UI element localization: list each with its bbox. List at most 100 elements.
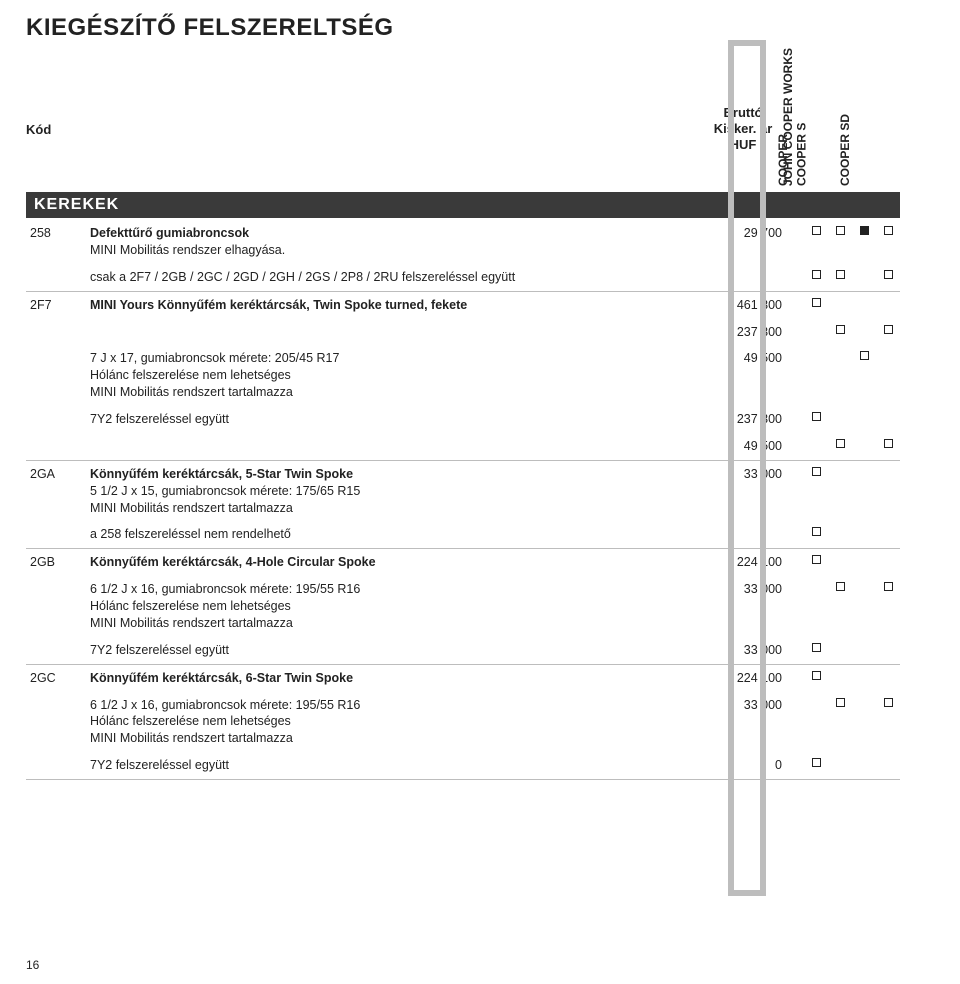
row-price: 49 500 [686,350,800,367]
page-title: KIEGÉSZÍTŐ FELSZERELTSÉG [26,14,900,42]
mark-cell [852,697,876,709]
mark-cell [852,324,876,336]
row-price: 33 000 [686,697,800,714]
mark-cell [876,297,900,309]
mark-cell [828,757,852,769]
table-row: 2GAKönnyűfém keréktárcsák, 5-Star Twin S… [26,461,900,522]
header-col-cooper-sd: COOPER SD [876,76,900,186]
mark-cell [852,526,876,538]
row-marks [804,438,900,450]
mark-cell [876,757,900,769]
row-description: Könnyűfém keréktárcsák, 4-Hole Circular … [90,554,686,571]
mark-cell [828,526,852,538]
mark-cell [828,324,852,336]
section-heading: KEREKEK [26,192,900,218]
row-price: 33 000 [686,642,800,659]
row-description: 7Y2 felszereléssel együtt [90,642,686,659]
row-description: 6 1/2 J x 16, gumiabroncsok mérete: 195/… [90,697,686,748]
mark-cell [828,269,852,281]
mark-cell [828,581,852,593]
row-marks [804,225,900,237]
mark-cell [876,526,900,538]
table-row: a 258 felszereléssel nem rendelhető [26,521,900,549]
mark-cell [828,350,852,362]
header-code: Kód [26,122,90,137]
row-description: Defekttűrő gumiabroncsokMINI Mobilitás r… [90,225,686,259]
row-description: 6 1/2 J x 16, gumiabroncsok mérete: 195/… [90,581,686,632]
mark-cell [876,411,900,423]
mark-cell [804,757,828,769]
mark-cell [852,225,876,237]
row-marks [804,757,900,769]
mark-cell [852,757,876,769]
table-row: 2F7MINI Yours Könnyűfém keréktárcsák, Tw… [26,292,900,319]
row-price: 224 100 [686,554,800,571]
table-row: 6 1/2 J x 16, gumiabroncsok mérete: 195/… [26,692,900,753]
mark-cell [828,670,852,682]
row-marks [804,466,900,478]
mark-cell [876,225,900,237]
table-row: 7Y2 felszereléssel együtt237 300 [26,406,900,433]
mark-cell [852,269,876,281]
mark-cell [804,466,828,478]
table-row: 2GBKönnyűfém keréktárcsák, 4-Hole Circul… [26,549,900,576]
row-description: MINI Yours Könnyűfém keréktárcsák, Twin … [90,297,686,314]
row-marks [804,324,900,336]
mark-cell [852,554,876,566]
row-description: 7Y2 felszereléssel együtt [90,411,686,428]
mark-cell [876,581,900,593]
row-code: 258 [26,225,90,242]
row-description: Könnyűfém keréktárcsák, 6-Star Twin Spok… [90,670,686,687]
table-header: Kód BruttóKisker. árHUF COOPER COOPER S … [26,72,900,192]
row-description: 7 J x 17, gumiabroncsok mérete: 205/45 R… [90,350,686,401]
table-row: 258Defekttűrő gumiabroncsokMINI Mobilitá… [26,220,900,264]
row-marks [804,297,900,309]
row-marks [804,554,900,566]
mark-cell [828,466,852,478]
mark-cell [876,697,900,709]
row-marks [804,581,900,593]
mark-cell [876,642,900,654]
mark-cell [852,411,876,423]
table-row: 49 500 [26,433,900,461]
mark-cell [876,670,900,682]
row-description: Könnyűfém keréktárcsák, 5-Star Twin Spok… [90,466,686,517]
row-price: 237 300 [686,324,800,341]
row-marks [804,350,900,362]
mark-cell [804,225,828,237]
table-row: 6 1/2 J x 16, gumiabroncsok mérete: 195/… [26,576,900,637]
row-code: 2F7 [26,297,90,314]
row-price: 29 700 [686,225,800,242]
row-price: 237 300 [686,411,800,428]
table-row: 7Y2 felszereléssel együtt0 [26,752,900,780]
table-body: 258Defekttűrő gumiabroncsokMINI Mobilitá… [26,220,900,780]
table-row: 7Y2 felszereléssel együtt33 000 [26,637,900,665]
row-price: 33 000 [686,581,800,598]
mark-cell [828,697,852,709]
mark-cell [804,269,828,281]
mark-cell [804,670,828,682]
mark-cell [852,581,876,593]
mark-cell [852,350,876,362]
row-code: 2GB [26,554,90,571]
row-marks [804,269,900,281]
mark-cell [828,225,852,237]
row-price: 461 300 [686,297,800,314]
row-description: csak a 2F7 / 2GB / 2GC / 2GD / 2GH / 2GS… [90,269,686,286]
row-price: 224 100 [686,670,800,687]
mark-cell [828,642,852,654]
mark-cell [828,438,852,450]
mark-cell [804,411,828,423]
mark-cell [852,466,876,478]
mark-cell [852,642,876,654]
mark-cell [852,670,876,682]
mark-cell [804,297,828,309]
mark-cell [804,554,828,566]
mark-cell [876,466,900,478]
table-row: csak a 2F7 / 2GB / 2GC / 2GD / 2GH / 2GS… [26,264,900,292]
header-col-jcw: JOHN COOPER WORKS [852,76,876,186]
mark-cell [828,297,852,309]
row-price: 33 000 [686,466,800,483]
mark-cell [804,350,828,362]
mark-cell [852,297,876,309]
